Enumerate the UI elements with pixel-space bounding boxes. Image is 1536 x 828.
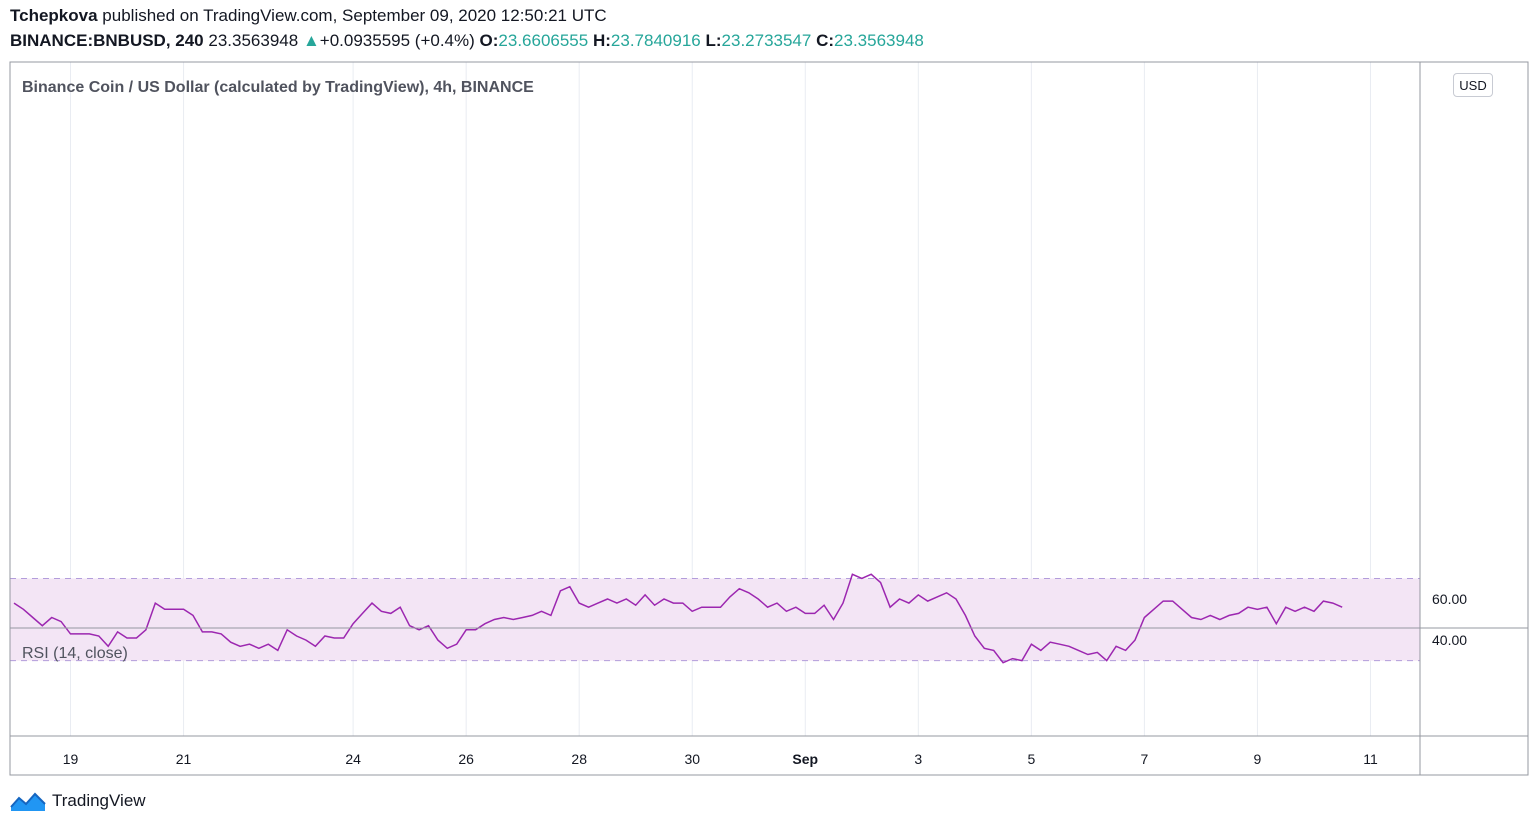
rsi-band <box>10 578 1420 661</box>
x-tick-label: 7 <box>1141 751 1149 767</box>
low-label: L: <box>705 31 722 50</box>
change-value: +0.0935595 (+0.4%) <box>319 31 475 50</box>
currency-button[interactable]: USD <box>1453 73 1493 97</box>
high-value: 23.7840916 <box>610 31 701 50</box>
overlay-layer: −0.53%23.356394803:09:42 <box>10 573 1420 664</box>
open-value: 23.6606555 <box>498 31 589 50</box>
author-name[interactable]: Tchepkova <box>10 6 98 25</box>
axes-labels: 26.000000025.000000024.000000023.0000000… <box>63 591 1468 767</box>
x-tick-label: 28 <box>571 751 587 767</box>
pane-frames <box>9 61 1529 776</box>
x-tick-label: Sep <box>792 751 818 767</box>
x-tick-label: 5 <box>1027 751 1035 767</box>
tradingview-footer[interactable]: TradingView <box>10 790 146 812</box>
x-tick-label: 21 <box>176 751 192 767</box>
rsi-title: RSI (14, close) <box>22 645 128 662</box>
high-label: H: <box>592 31 611 50</box>
publish-line: Tchepkova published on TradingView.com, … <box>10 6 607 26</box>
chart-title: Binance Coin / US Dollar (calculated by … <box>22 79 534 96</box>
close-value: 23.3563948 <box>834 31 924 50</box>
x-tick-label: 19 <box>63 751 79 767</box>
open-label: O: <box>479 31 499 50</box>
symbol-label: BINANCE:BNBUSD, 240 <box>10 31 204 50</box>
rsi-line <box>13 573 1343 664</box>
x-tick-label: 3 <box>914 751 922 767</box>
x-tick-label: 11 <box>1363 751 1378 767</box>
x-tick-label: 24 <box>345 751 361 767</box>
rsi-tick-label: 60.00 <box>1432 591 1467 607</box>
x-tick-label: 26 <box>458 751 474 767</box>
publish-info: published on TradingView.com, September … <box>102 6 607 25</box>
ohlc-line: BINANCE:BNBUSD, 240 23.3563948 ▲+0.09355… <box>10 31 924 51</box>
close-label: C: <box>816 31 835 50</box>
last-price: 23.3563948 <box>208 31 299 50</box>
x-tick-label: 9 <box>1254 751 1262 767</box>
footer-brand: TradingView <box>52 791 146 810</box>
chart-frame <box>9 61 1529 776</box>
tradingview-logo-icon <box>10 792 46 811</box>
change-up-icon: ▲ <box>302 31 320 50</box>
x-tick-label: 30 <box>684 751 700 767</box>
rsi-tick-label: 40.00 <box>1432 632 1467 648</box>
low-value: 23.2733547 <box>721 31 812 50</box>
